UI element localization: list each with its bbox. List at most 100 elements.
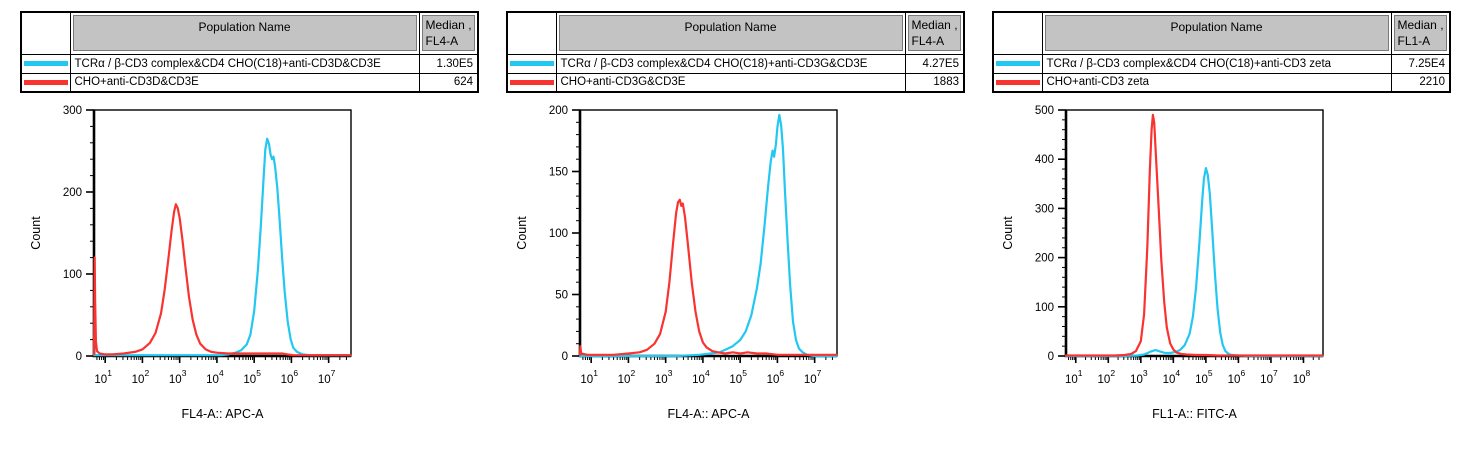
x-tick-label: 102 [1098, 368, 1116, 386]
median-header: Median , FL4-A [418, 11, 479, 55]
x-tick-label: 106 [1228, 368, 1246, 386]
x-tick-label: 103 [169, 368, 187, 386]
population-name-header-label: Population Name [558, 15, 903, 52]
median-header-line1: Median , [425, 18, 472, 33]
panel-anti-cd3g-cd3e: Population Name Median , FL4-A TCRα / β-… [486, 0, 971, 446]
x-tick-label: 105 [1195, 368, 1213, 386]
chart-svg: 0 100 200 300 400 500 101 102 103 104 105 106 107 108… [1001, 105, 1324, 421]
population-name: TCRα / β-CD3 complex&CD4 CHO(C18)+anti-C… [555, 53, 906, 74]
series-curve-1 [578, 198, 838, 356]
series-curve-0 [578, 113, 838, 358]
swatch-column-header [20, 11, 71, 55]
y-tick-label: 0 [562, 351, 568, 363]
y-tick-label: 300 [63, 105, 82, 117]
x-tick-label: 104 [1163, 368, 1181, 386]
y-axis-title: Count [515, 216, 529, 250]
x-tick-label: 105 [243, 368, 261, 386]
population-name-header: Population Name [555, 11, 906, 55]
y-tick-label: 50 [555, 290, 568, 302]
swatch-cell [992, 72, 1043, 93]
table-row: CHO+anti-CD3G&CD3E 1883 [506, 72, 965, 93]
table-row: CHO+anti-CD3D&CD3E 624 [20, 72, 479, 93]
y-tick-label: 400 [1035, 154, 1054, 166]
panel-anti-cd3-zeta: Population Name Median , FL1-A TCRα / β-… [972, 0, 1457, 446]
population-name: TCRα / β-CD3 complex&CD4 CHO(C18)+anti-C… [1041, 53, 1392, 74]
population-name-header-label: Population Name [72, 15, 417, 52]
population-table: Population Name Median , FL1-A TCRα / β-… [992, 11, 1451, 93]
x-tick-label: 101 [1065, 368, 1083, 386]
series-curve-0 [1064, 167, 1324, 358]
median-header-line2: FL1-A [1397, 34, 1431, 49]
population-name: CHO+anti-CD3G&CD3E [555, 72, 906, 93]
table-row: CHO+anti-CD3 zeta 2210 [992, 72, 1451, 93]
x-axis-title: FL4-A:: APC-A [182, 407, 265, 421]
series-curve-1 [92, 203, 352, 357]
x-axis-title: FL4-A:: APC-A [668, 407, 751, 421]
population-name-header: Population Name [69, 11, 420, 55]
y-tick-label: 100 [63, 269, 82, 281]
panel-anti-cd3d-cd3e: Population Name Median , FL4-A TCRα / β-… [0, 0, 485, 446]
swatch-column-header [506, 11, 557, 55]
series-swatch-cyan [510, 61, 554, 66]
median-value: 624 [418, 72, 479, 93]
flow-histogram-chart-3: 0 100 200 300 400 500 101 102 103 104 105 106 107 108… [972, 100, 1457, 446]
x-tick-label: 101 [580, 368, 598, 386]
x-tick-label: 108 [1293, 368, 1311, 386]
plot-frame [93, 109, 352, 357]
x-tick-label: 104 [692, 368, 710, 386]
table-row: TCRα / β-CD3 complex&CD4 CHO(C18)+anti-C… [992, 53, 1451, 74]
plot-frame [579, 109, 838, 357]
swatch-column-header [992, 11, 1043, 55]
table-header-row: Population Name Median , FL4-A [506, 11, 965, 55]
flow-histogram-chart-2: 0 50 100 150 200 101 102 103 104 105 106 107 FL4-A::… [486, 100, 971, 446]
x-tick-label: 102 [132, 368, 150, 386]
median-value: 4.27E5 [904, 53, 965, 74]
series-swatch-red [24, 79, 68, 85]
population-name: TCRα / β-CD3 complex&CD4 CHO(C18)+anti-C… [69, 53, 420, 74]
table-row: TCRα / β-CD3 complex&CD4 CHO(C18)+anti-C… [20, 53, 479, 74]
y-axis-title: Count [29, 216, 43, 250]
series-swatch-red [510, 79, 554, 85]
y-tick-label: 0 [76, 351, 82, 363]
series-swatch-cyan [24, 61, 68, 66]
x-tick-label: 106 [281, 368, 299, 386]
table-row: TCRα / β-CD3 complex&CD4 CHO(C18)+anti-C… [506, 53, 965, 74]
x-tick-label: 102 [618, 368, 636, 386]
median-value: 1883 [904, 72, 965, 93]
population-name: CHO+anti-CD3D&CD3E [69, 72, 420, 93]
y-tick-label: 200 [63, 187, 82, 199]
plot-frame [1065, 109, 1324, 357]
y-tick-label: 200 [1035, 253, 1054, 265]
x-tick-label: 103 [1130, 368, 1148, 386]
swatch-cell [506, 53, 557, 74]
median-header-line1: Median , [1397, 18, 1444, 33]
swatch-cell [992, 53, 1043, 74]
y-tick-label: 100 [1035, 302, 1054, 314]
median-value: 2210 [1390, 72, 1451, 93]
x-tick-label: 107 [804, 368, 822, 386]
swatch-cell [506, 72, 557, 93]
x-axis-title: FL1-A:: FITC-A [1152, 407, 1237, 421]
median-value: 7.25E4 [1390, 53, 1451, 74]
table-header-row: Population Name Median , FL1-A [992, 11, 1451, 55]
y-tick-label: 100 [549, 228, 568, 240]
x-tick-label: 107 [318, 368, 336, 386]
population-name: CHO+anti-CD3 zeta [1041, 72, 1392, 93]
population-name-header-label: Population Name [1044, 15, 1389, 52]
x-tick-label: 105 [729, 368, 747, 386]
x-tick-label: 104 [206, 368, 224, 386]
median-header-line2: FL4-A [911, 34, 945, 49]
swatch-cell [20, 53, 71, 74]
x-tick-label: 107 [1260, 368, 1278, 386]
x-tick-label: 103 [655, 368, 673, 386]
x-tick-label: 106 [767, 368, 785, 386]
series-swatch-cyan [996, 61, 1040, 66]
y-tick-label: 200 [549, 105, 568, 117]
median-value: 1.30E5 [418, 53, 479, 74]
median-header: Median , FL4-A [904, 11, 965, 55]
x-tick-label: 101 [94, 368, 112, 386]
series-swatch-red [996, 79, 1040, 85]
